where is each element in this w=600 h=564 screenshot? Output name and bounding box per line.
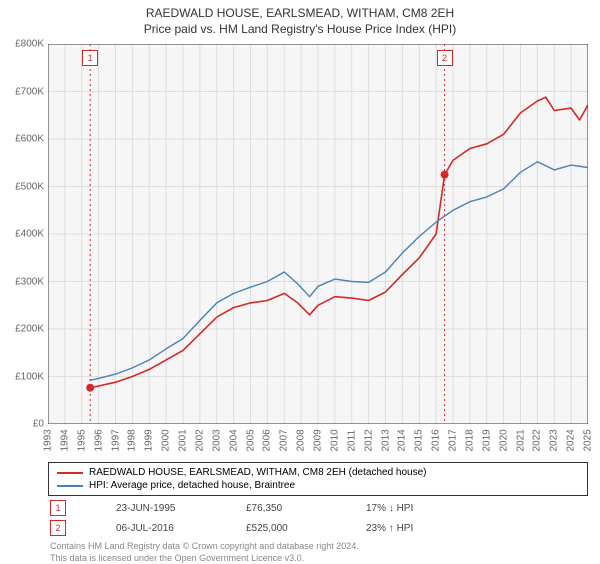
x-axis-label: 2018 [464, 432, 475, 452]
legend-line-icon [57, 485, 83, 487]
x-axis-label: 2019 [481, 432, 492, 452]
x-axis-label: 2024 [566, 432, 577, 452]
footer-line-2: This data is licensed under the Open Gov… [50, 553, 304, 563]
sale-date: 06-JUL-2016 [116, 523, 196, 534]
x-axis-label: 2001 [178, 432, 189, 452]
legend-line-icon [57, 472, 83, 474]
x-axis-label: 2011 [346, 432, 357, 452]
x-axis-label: 2003 [211, 432, 222, 452]
x-axis-label: 2025 [583, 432, 594, 452]
sale-marker-2: 2 [437, 50, 453, 66]
sale-row-2: 2 06-JUL-2016 £525,000 23% ↑ HPI [48, 516, 588, 536]
x-axis-label: 2022 [532, 432, 543, 452]
y-axis-label: £700K [4, 86, 44, 97]
title-line-1: RAEDWALD HOUSE, EARLSMEAD, WITHAM, CM8 2… [146, 6, 454, 20]
footer-line-1: Contains HM Land Registry data © Crown c… [50, 541, 359, 551]
x-axis-label: 2007 [279, 432, 290, 452]
legend-box: RAEDWALD HOUSE, EARLSMEAD, WITHAM, CM8 2… [48, 462, 588, 496]
legend-and-footer: RAEDWALD HOUSE, EARLSMEAD, WITHAM, CM8 2… [48, 462, 588, 564]
x-axis-label: 2017 [448, 432, 459, 452]
y-axis-label: £100K [4, 371, 44, 382]
legend-label: HPI: Average price, detached house, Brai… [89, 480, 295, 491]
x-axis-label: 2005 [245, 432, 256, 452]
legend-label: RAEDWALD HOUSE, EARLSMEAD, WITHAM, CM8 2… [89, 467, 427, 478]
y-axis-label: £800K [4, 39, 44, 50]
x-axis-label: 1996 [93, 432, 104, 452]
sale-marker-icon: 2 [50, 520, 66, 536]
sale-price: £525,000 [246, 523, 316, 534]
x-axis-label: 1999 [144, 432, 155, 452]
sale-delta: 23% ↑ HPI [366, 523, 413, 534]
price-chart: £0£100K£200K£300K£400K£500K£600K£700K£80… [48, 44, 588, 424]
x-axis-label: 2023 [549, 432, 560, 452]
x-axis-label: 2020 [498, 432, 509, 452]
sale-price: £76,350 [246, 503, 316, 514]
y-axis-label: £500K [4, 181, 44, 192]
sale-marker-1: 1 [82, 50, 98, 66]
x-axis-label: 2016 [431, 432, 442, 452]
legend-item: RAEDWALD HOUSE, EARLSMEAD, WITHAM, CM8 2… [57, 466, 579, 479]
x-axis-label: 1993 [43, 432, 54, 452]
title-line-2: Price paid vs. HM Land Registry's House … [144, 22, 456, 36]
sale-marker-icon: 1 [50, 500, 66, 516]
chart-title: RAEDWALD HOUSE, EARLSMEAD, WITHAM, CM8 2… [0, 0, 600, 37]
x-axis-label: 2012 [363, 432, 374, 452]
x-axis-label: 1998 [127, 432, 138, 452]
y-axis-label: £0 [4, 419, 44, 430]
y-axis-label: £300K [4, 276, 44, 287]
x-axis-label: 2013 [380, 432, 391, 452]
x-axis-label: 1997 [110, 432, 121, 452]
x-axis-label: 2000 [161, 432, 172, 452]
y-axis-label: £600K [4, 134, 44, 145]
y-axis-label: £400K [4, 229, 44, 240]
chart-svg [48, 44, 588, 424]
x-axis-label: 2014 [397, 432, 408, 452]
x-axis-label: 1994 [59, 432, 70, 452]
y-axis-label: £200K [4, 324, 44, 335]
x-axis-label: 2004 [228, 432, 239, 452]
x-axis-label: 2002 [194, 432, 205, 452]
x-axis-label: 2015 [414, 432, 425, 452]
x-axis-label: 1995 [76, 432, 87, 452]
x-axis-label: 2009 [313, 432, 324, 452]
x-axis-label: 2008 [296, 432, 307, 452]
sale-date: 23-JUN-1995 [116, 503, 196, 514]
sale-row-1: 1 23-JUN-1995 £76,350 17% ↓ HPI [48, 496, 588, 516]
x-axis-label: 2021 [515, 432, 526, 452]
sale-delta: 17% ↓ HPI [366, 503, 413, 514]
x-axis-label: 2010 [329, 432, 340, 452]
legend-item: HPI: Average price, detached house, Brai… [57, 479, 579, 492]
x-axis-label: 2006 [262, 432, 273, 452]
